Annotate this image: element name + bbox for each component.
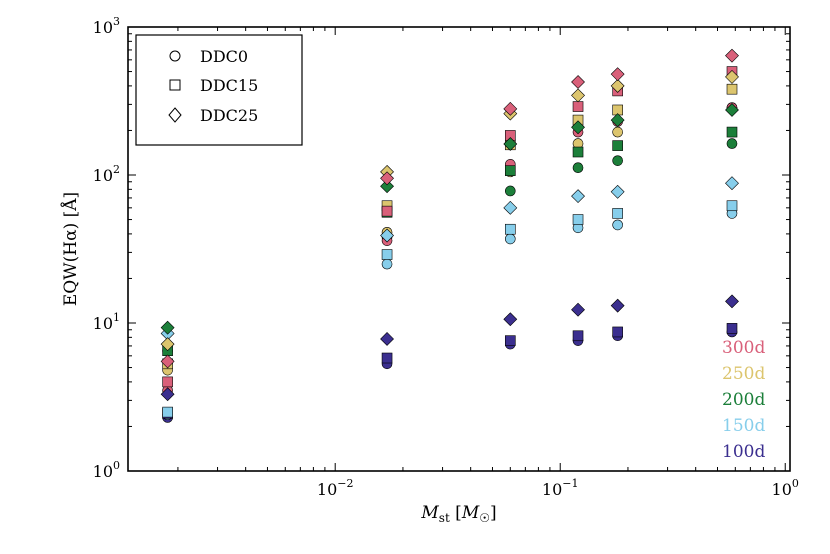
point-ddc15-150d-0 (162, 406, 173, 418)
point-ddc25-200d-3 (571, 120, 585, 135)
point-ddc25-100d-1 (380, 332, 394, 346)
epoch-labels: 300d 250d 200d 150d 100d (722, 338, 765, 462)
legend-label-ddc15: DDC15 (200, 76, 258, 95)
point-ddc25-250d-5 (725, 69, 739, 84)
point-ddc0-200d-3 (572, 162, 584, 174)
y-tick-label: 102 (93, 163, 120, 185)
epoch-label-300d: 300d (722, 338, 765, 358)
x-axis-label: Mst [M☉] (420, 503, 496, 525)
epoch-label-150d: 150d (722, 416, 765, 436)
point-ddc0-150d-2 (504, 233, 516, 245)
y-axis-label: EQW(Hα) [Å] (60, 192, 81, 306)
point-ddc15-200d-5 (726, 126, 738, 138)
point-ddc25-200d-1 (380, 179, 394, 194)
point-ddc25-100d-2 (503, 312, 518, 327)
point-ddc15-150d-4 (612, 208, 623, 219)
point-ddc25-250d-3 (571, 88, 585, 103)
point-ddc25-150d-3 (571, 189, 585, 204)
x-tick-label: 10−1 (542, 477, 579, 499)
point-ddc25-300d-2 (503, 101, 518, 116)
point-ddc25-200d-0 (160, 320, 175, 335)
point-ddc15-250d-5 (726, 83, 738, 95)
point-ddc15-150d-5 (726, 200, 738, 212)
point-ddc25-100d-0 (160, 387, 175, 402)
legend-square-marker (169, 79, 181, 91)
point-ddc25-300d-5 (725, 48, 739, 63)
y-tick-label: 103 (93, 15, 120, 37)
point-ddc15-100d-5 (726, 323, 738, 334)
point-ddc15-150d-1 (381, 249, 393, 260)
point-ddc25-150d-5 (725, 176, 739, 191)
point-ddc15-300d-0 (162, 376, 173, 388)
point-ddc0-150d-1 (381, 258, 393, 270)
point-ddc25-150d-2 (503, 200, 518, 215)
point-ddc25-100d-5 (725, 294, 739, 309)
y-tick-label: 101 (93, 311, 120, 333)
point-ddc15-100d-2 (504, 335, 516, 346)
plot-frame (127, 26, 791, 472)
point-ddc25-200d-5 (725, 103, 739, 117)
point-ddc0-200d-2 (504, 185, 516, 197)
epoch-label-100d: 100d (722, 442, 765, 462)
x-tick-label: 10−2 (317, 477, 354, 499)
point-ddc25-200d-4 (610, 113, 625, 128)
point-ddc15-200d-2 (504, 165, 516, 176)
point-ddc15-100d-4 (612, 326, 623, 338)
point-ddc25-100d-4 (610, 298, 625, 313)
point-ddc25-300d-3 (571, 75, 585, 89)
point-ddc25-200d-2 (503, 137, 518, 151)
point-ddc25-150d-1 (380, 228, 394, 243)
point-ddc0-200d-5 (726, 138, 738, 149)
point-ddc25-250d-4 (610, 78, 625, 93)
point-ddc15-300d-1 (381, 205, 393, 217)
epoch-label-200d: 200d (722, 390, 765, 410)
point-ddc25-100d-3 (571, 302, 585, 317)
point-ddc15-150d-2 (504, 223, 516, 235)
legend-diamond-marker (168, 107, 182, 123)
point-ddc15-150d-3 (572, 214, 584, 225)
point-ddc25-300d-4 (610, 67, 625, 82)
data-marks (160, 48, 739, 423)
legend-box (135, 34, 303, 146)
point-ddc0-200d-4 (612, 155, 623, 166)
point-ddc25-300d-0 (160, 354, 175, 369)
point-ddc25-250d-0 (160, 337, 175, 352)
point-ddc0-150d-4 (612, 219, 623, 231)
x-tick-label: 100 (772, 477, 799, 499)
legend-circle-marker (169, 50, 181, 62)
y-tick-label: 100 (93, 459, 120, 481)
point-ddc15-100d-3 (572, 330, 584, 342)
legend-label-ddc0: DDC0 (200, 47, 248, 66)
point-ddc15-200d-3 (572, 146, 584, 158)
point-ddc15-200d-4 (612, 140, 623, 151)
legend: DDC0 DDC15 DDC25 (135, 34, 303, 146)
point-ddc15-100d-1 (381, 352, 393, 364)
legend-label-ddc25: DDC25 (200, 106, 258, 125)
epoch-label-250d: 250d (722, 364, 765, 384)
point-ddc15-300d-3 (572, 101, 584, 112)
point-ddc25-300d-1 (380, 171, 394, 186)
point-ddc25-150d-4 (610, 184, 625, 199)
point-ddc0-250d-4 (612, 126, 623, 138)
